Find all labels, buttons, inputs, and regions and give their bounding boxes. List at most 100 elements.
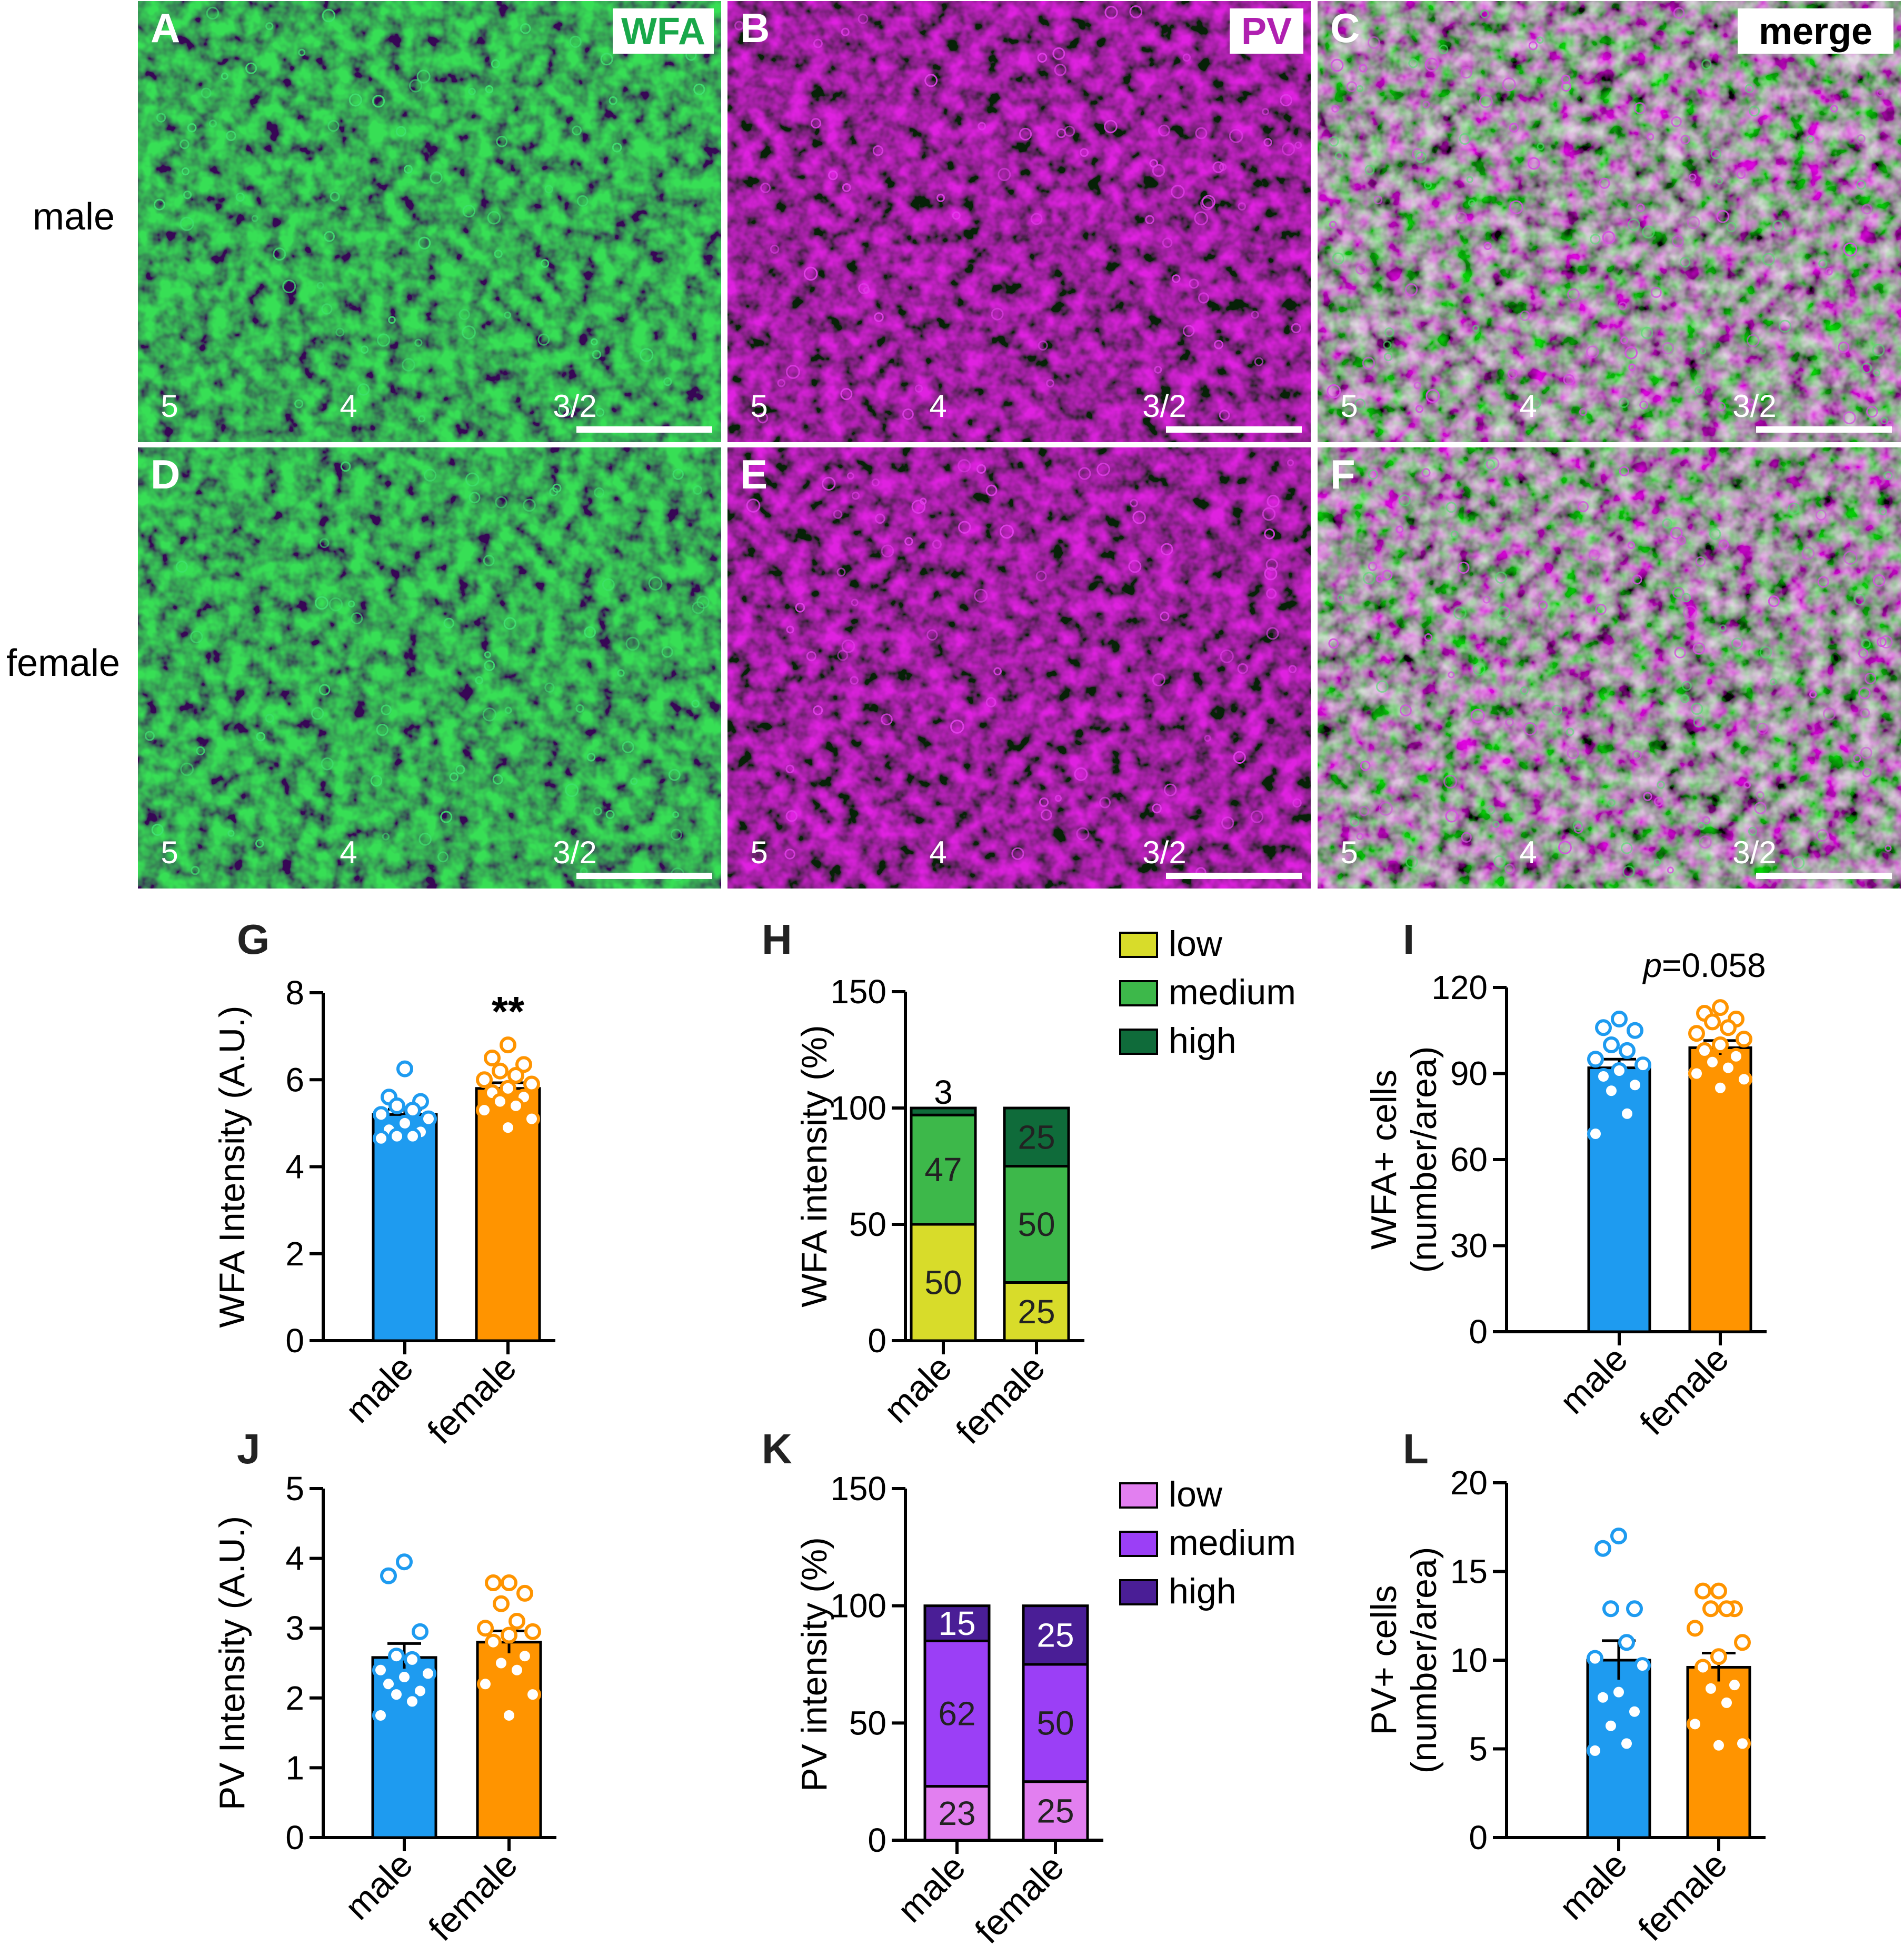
y-tick-label: 0 bbox=[285, 1819, 304, 1857]
segment-label: 25 bbox=[1018, 1118, 1055, 1156]
data-point bbox=[1687, 1715, 1703, 1733]
y-tick-label: 150 bbox=[830, 1470, 886, 1508]
layer-label: 5 bbox=[1340, 835, 1358, 870]
data-point bbox=[1618, 1735, 1635, 1752]
data-point bbox=[493, 1654, 510, 1672]
segment-label: 47 bbox=[924, 1151, 962, 1189]
data-point bbox=[1634, 1056, 1651, 1074]
data-point bbox=[396, 1114, 413, 1132]
data-point bbox=[500, 1036, 516, 1054]
scale-bar bbox=[1166, 426, 1302, 433]
legend: low medium high bbox=[1119, 924, 1296, 1061]
layer-label: 4 bbox=[340, 388, 357, 424]
panel-letter: G bbox=[237, 916, 270, 963]
data-point bbox=[373, 1106, 390, 1123]
y-tick-label: 60 bbox=[1450, 1141, 1488, 1179]
data-point bbox=[1618, 1634, 1635, 1651]
scale-bar bbox=[576, 426, 712, 433]
y-tick-label: 20 bbox=[1450, 1464, 1488, 1502]
y-tick-label: 150 bbox=[830, 973, 886, 1011]
data-point bbox=[1696, 1042, 1713, 1059]
data-point bbox=[500, 1080, 516, 1097]
y-tick-label: 0 bbox=[868, 1821, 886, 1859]
layer-label: 5 bbox=[1340, 388, 1358, 424]
segment-low bbox=[923, 1785, 991, 1842]
y-tick-label: 0 bbox=[868, 1322, 886, 1360]
data-point bbox=[404, 1127, 421, 1145]
y-tick-label: 4 bbox=[285, 1148, 304, 1186]
data-point bbox=[1712, 1079, 1729, 1096]
data-point bbox=[388, 1648, 405, 1665]
data-point bbox=[1736, 1031, 1752, 1048]
data-point bbox=[492, 1062, 509, 1080]
channel-label-box bbox=[1230, 8, 1303, 54]
data-point bbox=[1602, 1600, 1619, 1618]
layer-label: 3/2 bbox=[1732, 388, 1776, 424]
layer-label: 5 bbox=[750, 835, 767, 870]
x-tick-label: male bbox=[337, 1844, 421, 1928]
panel-letter: K bbox=[762, 1425, 792, 1472]
panel-letter: B bbox=[740, 5, 770, 51]
data-point bbox=[420, 1665, 436, 1682]
y-tick-label: 6 bbox=[285, 1061, 304, 1099]
y-axis-label: PV+ cells(number/area) bbox=[1364, 1547, 1444, 1774]
data-point bbox=[1587, 1051, 1604, 1068]
y-tick-label: 100 bbox=[830, 1587, 886, 1625]
data-point bbox=[509, 1612, 525, 1630]
y-tick-label: 4 bbox=[285, 1540, 304, 1578]
data-point bbox=[1694, 1659, 1711, 1676]
segment-label: 25 bbox=[1036, 1792, 1074, 1830]
data-point bbox=[388, 1097, 405, 1114]
data-point bbox=[1610, 1528, 1627, 1545]
y-tick-label: 90 bbox=[1450, 1055, 1488, 1093]
segment-high bbox=[910, 1106, 977, 1116]
data-point bbox=[485, 1574, 502, 1592]
layer-label: 3/2 bbox=[553, 835, 596, 870]
segment-medium bbox=[1022, 1663, 1089, 1783]
segment-high bbox=[923, 1604, 991, 1642]
layer-label: 4 bbox=[1519, 835, 1537, 870]
data-point bbox=[1736, 1071, 1752, 1088]
scale-bar bbox=[576, 873, 712, 879]
layer-label: 4 bbox=[340, 835, 357, 870]
channel-label-box bbox=[613, 8, 714, 54]
y-axis-label: WFA+ cells(number/area) bbox=[1364, 1046, 1444, 1273]
data-point bbox=[1688, 1025, 1705, 1042]
p-value-annotation: p=0.058 bbox=[1642, 946, 1766, 984]
y-tick-label: 0 bbox=[1469, 1819, 1488, 1857]
data-point bbox=[1734, 1735, 1751, 1752]
segment-low bbox=[1022, 1780, 1089, 1842]
y-tick-label: 10 bbox=[1450, 1641, 1488, 1679]
legend-swatch bbox=[1119, 1482, 1158, 1509]
y-tick-label: 0 bbox=[285, 1322, 304, 1360]
micrograph-f: F 5 4 3/2 bbox=[1318, 447, 1901, 889]
data-point bbox=[501, 1626, 517, 1644]
x-tick-label: female bbox=[949, 1348, 1053, 1452]
legend-label: low bbox=[1169, 924, 1223, 964]
data-point bbox=[1594, 1689, 1611, 1706]
data-point bbox=[1718, 1600, 1735, 1618]
y-tick-label: 3 bbox=[285, 1609, 304, 1647]
data-point bbox=[420, 1110, 437, 1127]
data-point bbox=[477, 1675, 494, 1693]
layer-label: 4 bbox=[929, 835, 946, 870]
data-point bbox=[1626, 1600, 1643, 1618]
data-point bbox=[492, 1093, 509, 1110]
segment-label: 15 bbox=[938, 1604, 975, 1642]
segment-medium bbox=[1003, 1165, 1070, 1284]
data-point bbox=[372, 1706, 389, 1724]
segment-label: 50 bbox=[924, 1264, 962, 1302]
x-tick-label: female bbox=[1632, 1339, 1737, 1443]
data-point bbox=[1688, 1065, 1705, 1082]
segment-medium bbox=[923, 1639, 991, 1788]
segment-label: 50 bbox=[1036, 1704, 1074, 1742]
panel-letter: H bbox=[762, 916, 792, 963]
micrograph-grid: A WFA 5 4 3/2 B PV 5 4 3/2 C merge 5 4 3/2 D 5 4 3/2 E 5 4 3/2… bbox=[138, 1, 1901, 889]
micrograph-e: E 5 4 3/2 bbox=[727, 447, 1311, 889]
data-point bbox=[1587, 1125, 1604, 1142]
bar-male bbox=[372, 1113, 438, 1342]
legend-label: low bbox=[1169, 1474, 1223, 1514]
legend-label: high bbox=[1169, 1571, 1237, 1611]
